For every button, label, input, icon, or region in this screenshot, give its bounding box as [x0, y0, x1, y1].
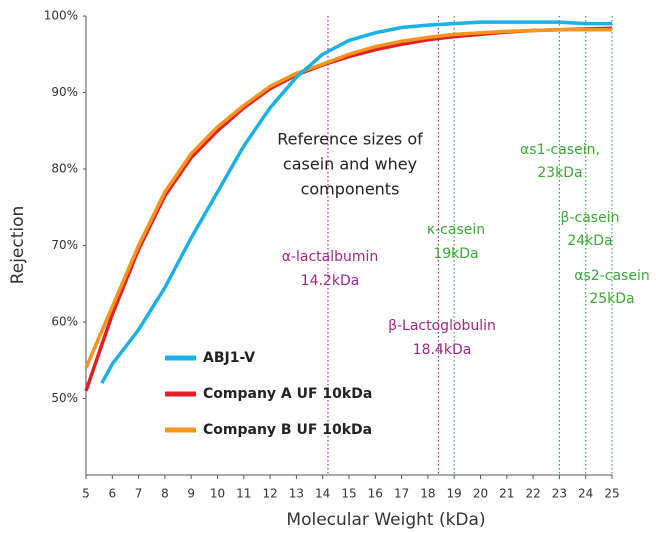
- x-tick-label: 22: [525, 487, 540, 501]
- y-tick-label: 90%: [51, 85, 78, 99]
- legend-label: ABJ1-V: [203, 350, 255, 366]
- x-tick-label: 10: [210, 487, 225, 501]
- annotation: components: [301, 180, 400, 199]
- x-tick-label: 9: [187, 487, 195, 501]
- y-tick-label: 50%: [51, 391, 78, 405]
- y-tick-label: 80%: [51, 162, 78, 176]
- y-tick-label: 70%: [51, 238, 78, 252]
- x-tick-label: 15: [341, 487, 356, 501]
- x-tick-label: 6: [108, 487, 116, 501]
- x-tick-label: 19: [447, 487, 462, 501]
- series-line: [84, 28, 612, 369]
- x-tick-label: 24: [578, 487, 593, 501]
- x-tick-label: 18: [420, 487, 435, 501]
- legend-label: Company B UF 10kDa: [203, 422, 372, 438]
- x-tick-label: 17: [394, 487, 409, 501]
- x-tick-label: 14: [315, 487, 330, 501]
- annotation: κ-casein: [427, 222, 485, 238]
- annotation: Reference sizes of: [277, 130, 423, 149]
- annotation: 14.2kDa: [301, 273, 360, 289]
- y-tick-label: 60%: [51, 315, 78, 329]
- x-tick-label: 25: [604, 487, 619, 501]
- annotation: β-casein: [561, 210, 620, 226]
- x-tick-label: 13: [289, 487, 304, 501]
- x-tick-label: 20: [473, 487, 488, 501]
- annotation: αs1-casein,: [520, 142, 600, 158]
- x-tick-label: 12: [262, 487, 277, 501]
- x-tick-label: 11: [236, 487, 251, 501]
- y-axis-label: Rejection: [8, 206, 28, 285]
- y-tick-label: 100%: [44, 9, 78, 23]
- annotation: 25kDa: [589, 291, 634, 307]
- legend-label: Company A UF 10kDa: [203, 386, 372, 402]
- x-tick-label: 16: [368, 487, 383, 501]
- x-tick-label: 5: [82, 487, 90, 501]
- series-line: [100, 20, 612, 385]
- annotation: α-lactalbumin: [282, 249, 379, 265]
- x-tick-label: 23: [552, 487, 567, 501]
- annotation: casein and whey: [283, 155, 417, 174]
- x-tick-label: 7: [135, 487, 143, 501]
- annotation: αs2-casein: [574, 268, 649, 284]
- series-line: [84, 26, 613, 392]
- x-axis-label: Molecular Weight (kDa): [286, 510, 485, 530]
- annotation: β-Lactoglobulin: [388, 318, 496, 334]
- annotation: 19kDa: [433, 246, 478, 262]
- x-tick-label: 21: [499, 487, 514, 501]
- annotation: 18.4kDa: [413, 342, 472, 358]
- annotation: 23kDa: [537, 165, 582, 181]
- x-tick-label: 8: [161, 487, 169, 501]
- annotation: 24kDa: [567, 233, 612, 249]
